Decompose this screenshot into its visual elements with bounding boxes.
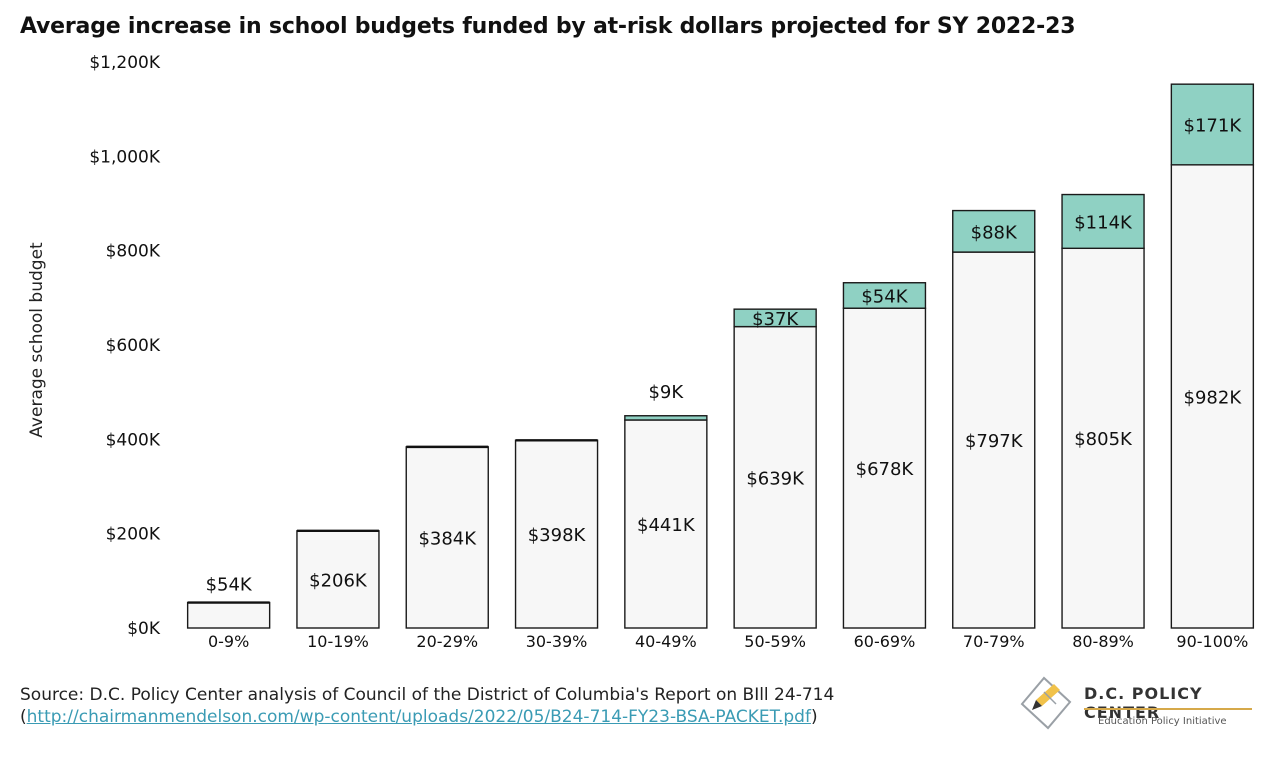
bar-increase	[624, 415, 708, 421]
x-tick-label: 10-19%	[307, 632, 369, 651]
base-value-label: $384K	[418, 528, 477, 549]
chart-title: Average increase in school budgets funde…	[20, 14, 1076, 39]
bar-increase	[733, 308, 817, 328]
source-link[interactable]: http://chairmanmendelson.com/wp-content/…	[26, 707, 811, 727]
y-tick-label: $400K	[106, 430, 161, 450]
base-value-label: $441K	[637, 515, 696, 536]
paren-open: (	[20, 707, 27, 727]
bar-base	[733, 325, 817, 629]
bar-base	[1170, 164, 1255, 629]
paren-close: )	[810, 707, 818, 727]
increase-label: $171K	[1184, 115, 1243, 136]
x-tick-label: 50-59%	[744, 632, 806, 651]
logo-name: D.C. POLICY CENTER	[1084, 684, 1203, 722]
bar-base	[186, 601, 271, 629]
x-tick-label: 80-89%	[1072, 632, 1134, 651]
bar-increase	[842, 282, 927, 309]
base-value-label: $982K	[1184, 387, 1243, 408]
bar-base	[296, 530, 380, 629]
bar-increase	[1061, 193, 1145, 250]
bar-increase	[952, 209, 1036, 253]
y-tick-label: $1,200K	[89, 53, 160, 73]
bar-chart: Average school budget $0K $200K $400K $600K $…	[27, 53, 1255, 651]
x-tick-label: 30-39%	[526, 632, 588, 651]
bar-base	[952, 251, 1036, 629]
source-text: Source: D.C. Policy Center analysis of C…	[20, 685, 835, 705]
base-value-label: $678K	[856, 459, 915, 480]
bar-base	[514, 439, 599, 629]
bar-base	[624, 419, 708, 629]
logo-divider	[1084, 708, 1252, 710]
x-tick-label: 40-49%	[635, 632, 697, 651]
base-value-label: $54K	[206, 575, 253, 596]
bar-base	[1061, 247, 1145, 629]
y-tick-label: $0K	[127, 619, 161, 639]
x-tick-label: 70-79%	[963, 632, 1025, 651]
bar-increase	[1170, 83, 1255, 166]
base-value-label: $206K	[309, 570, 368, 591]
y-tick-label: $200K	[106, 525, 161, 545]
y-tick-label: $800K	[106, 242, 161, 262]
y-tick-label: $600K	[106, 336, 161, 356]
dc-map-pen-icon	[1020, 676, 1072, 730]
x-tick-label: 20-29%	[416, 632, 478, 651]
bar-base	[405, 446, 489, 629]
increase-label: $88K	[971, 222, 1018, 243]
increase-label: $54K	[861, 286, 908, 307]
dc-policy-center-logo: D.C. POLICY CENTER Education Policy Init…	[1012, 668, 1262, 738]
base-value-label: $398K	[528, 525, 587, 546]
base-value-label: $639K	[746, 468, 805, 489]
source-url-line: (http://chairmanmendelson.com/wp-content…	[20, 706, 834, 728]
bar-base	[842, 307, 927, 629]
logo-subtitle: Education Policy Initiative	[1098, 716, 1227, 727]
source-note: Source: D.C. Policy Center analysis of C…	[20, 684, 834, 728]
x-tick-label: 90-100%	[1176, 632, 1248, 651]
y-axis-label: Average school budget	[27, 242, 47, 438]
x-tick-label: 0-9%	[208, 632, 249, 651]
y-tick-label: $1,000K	[89, 147, 160, 167]
increase-label: $114K	[1074, 212, 1133, 233]
base-value-label: $805K	[1074, 429, 1133, 450]
increase-label: $9K	[648, 382, 684, 403]
increase-label: $37K	[752, 309, 799, 330]
x-tick-label: 60-69%	[854, 632, 916, 651]
base-value-label: $797K	[965, 431, 1024, 452]
